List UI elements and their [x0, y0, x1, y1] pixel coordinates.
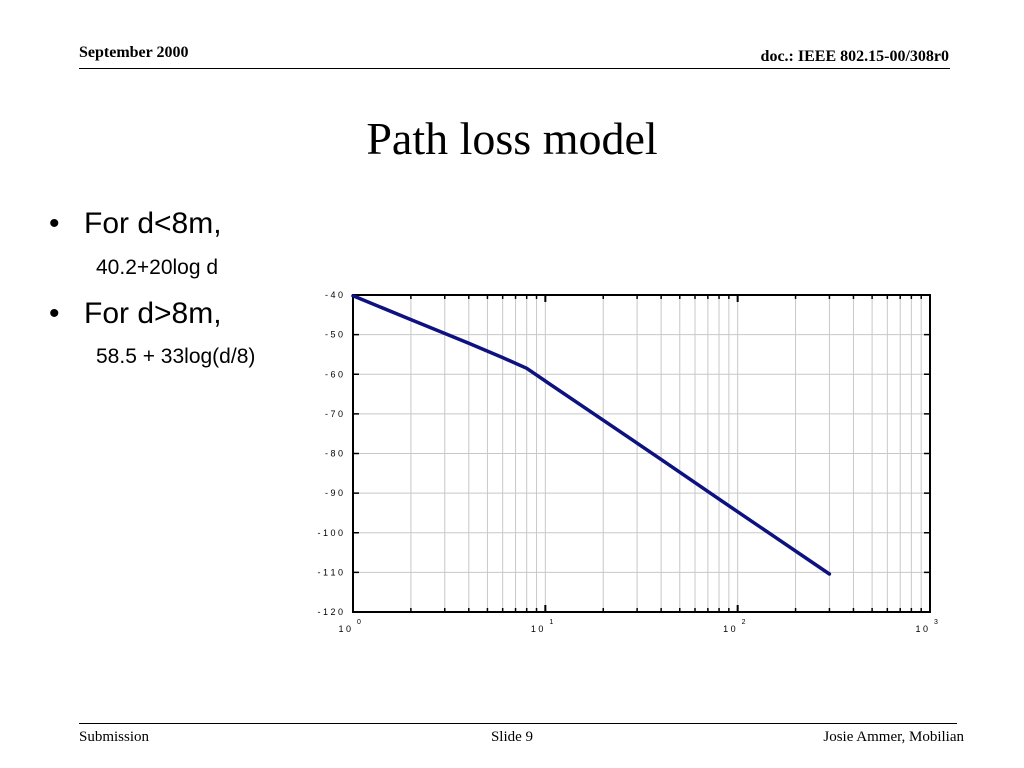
- x-tick-exponent: 1: [549, 619, 553, 626]
- footer-author: Josie Ammer, Mobilian: [823, 729, 964, 745]
- x-tick-exponent: 2: [742, 619, 746, 626]
- y-tick-label: - 4 0: [325, 290, 343, 300]
- footer-submission: Submission: [79, 729, 150, 745]
- y-tick-label: - 5 0: [325, 330, 343, 340]
- header-divider: [79, 68, 950, 69]
- x-tick-label: 1 0: [338, 624, 351, 634]
- footer-divider: [79, 723, 957, 724]
- bullet-2-text: For d>8m,: [84, 297, 222, 330]
- path-loss-line: [351, 294, 832, 576]
- bullet-2: • For d>8m,: [49, 297, 222, 331]
- footer-slide-number: Slide 9: [490, 729, 534, 745]
- x-tick-label: 1 0: [915, 624, 928, 634]
- bullet-marker: •: [49, 207, 60, 240]
- y-tick-label: - 9 0: [325, 488, 343, 498]
- y-tick-label: - 7 0: [325, 409, 343, 419]
- bullet-1-sub: 40.2+20log d: [96, 256, 219, 279]
- y-tick-label: - 1 1 0: [317, 567, 343, 577]
- y-tick-label: - 1 2 0: [317, 607, 343, 617]
- y-tick-label: - 1 0 0: [317, 528, 343, 538]
- x-tick-label: 1 0: [531, 624, 544, 634]
- x-tick-label: 1 0: [723, 624, 736, 634]
- y-tick-label: - 6 0: [325, 369, 343, 379]
- path-loss-chart: - 4 0 - 5 0 - 6 0 - 7 0 - 8 0 - 9 0 - 1 0 0 - 1…: [317, 290, 938, 634]
- x-tick-exponent: 0: [357, 619, 361, 626]
- header-date: September 2000: [79, 44, 189, 61]
- bullet-marker: •: [49, 297, 60, 330]
- header-doc-id: doc.: IEEE 802.15-00/308r0: [760, 48, 949, 65]
- bullet-1: • For d<8m,: [49, 207, 222, 241]
- slide-title: Path loss model: [366, 113, 658, 164]
- bullet-1-text: For d<8m,: [84, 207, 222, 240]
- bullet-2-sub: 58.5 + 33log(d/8): [96, 345, 256, 368]
- y-tick-label: - 8 0: [325, 449, 343, 459]
- x-tick-exponent: 3: [934, 619, 938, 626]
